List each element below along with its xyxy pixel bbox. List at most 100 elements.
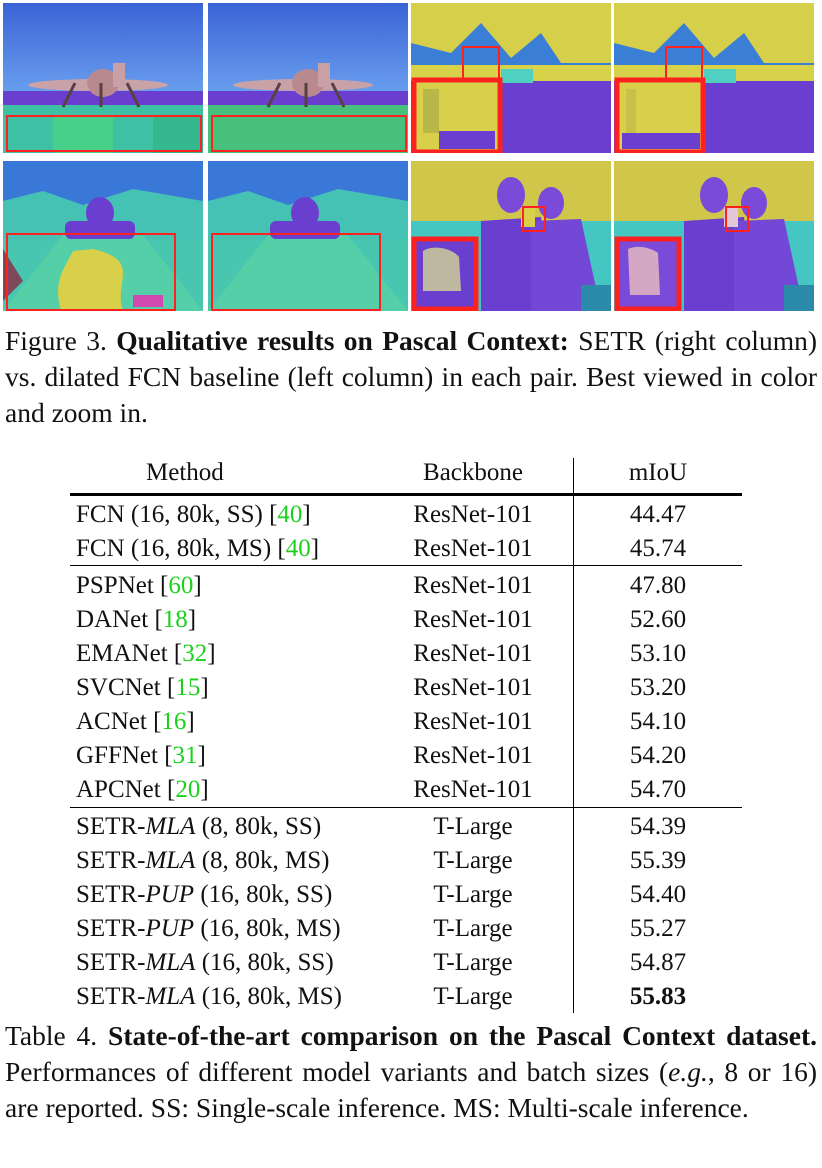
table-row: SETR-MLA (8, 80k, MS) T-Large 55.39	[70, 844, 742, 878]
method-cell: SETR-MLA (16, 80k, MS)	[76, 980, 342, 1014]
method-suffix: (16, 80k, MS)	[194, 915, 341, 942]
qualitative-results-figure	[3, 3, 817, 313]
table-row: SETR-MLA (8, 80k, SS) T-Large 54.39	[70, 810, 742, 844]
table-row: APCNet [20] ResNet-101 54.70	[70, 773, 742, 807]
table-caption-body-2: , 8 or 16) are reported. SS: Single-scal…	[5, 1056, 817, 1123]
method-cell: ACNet [16]	[76, 705, 195, 739]
miou-cell: 54.20	[629, 742, 687, 769]
boat-fcn-result	[3, 161, 203, 311]
method-name: FCN (16, 80k, MS) [	[76, 535, 286, 562]
method-cell: SETR-MLA (8, 80k, MS)	[76, 844, 330, 878]
table-row: FCN (16, 80k, MS) [40] ResNet-101 45.74	[70, 532, 742, 566]
boat-setr-result	[208, 161, 408, 311]
method-name: EMANet [	[76, 640, 183, 667]
method-suffix: ]	[207, 640, 216, 667]
method-name: PSPNet [	[76, 572, 169, 599]
citation-link[interactable]: 32	[182, 640, 208, 667]
table-caption: Table 4. State-of-the-art comparison on …	[5, 1018, 817, 1126]
method-suffix: ]	[310, 535, 320, 562]
backbone-cell: T-Large	[433, 813, 513, 840]
citation-link[interactable]: 60	[168, 572, 194, 599]
method-name: SETR-	[76, 949, 146, 976]
method-name: SVCNet [	[76, 674, 176, 701]
method-name: ACNet [	[76, 708, 162, 735]
miou-cell: 47.80	[629, 572, 687, 599]
method-cell: SETR-MLA (8, 80k, SS)	[76, 810, 321, 844]
method-name: SETR-	[76, 915, 146, 942]
table-row: SETR-PUP (16, 80k, SS) T-Large 54.40	[70, 878, 742, 912]
header-method: Method	[146, 459, 224, 486]
couple-fcn-result	[411, 161, 611, 311]
method-suffix: (8, 80k, SS)	[195, 813, 322, 840]
method-cell: SETR-PUP (16, 80k, SS)	[76, 878, 332, 912]
method-cell: FCN (16, 80k, MS) [40]	[76, 532, 319, 566]
method-cell: SVCNet [15]	[76, 671, 209, 705]
method-name: GFFNet [	[76, 742, 173, 769]
miou-cell: 52.60	[629, 606, 687, 633]
method-suffix: ]	[200, 776, 209, 803]
method-suffix: ]	[197, 742, 206, 769]
method-variant: MLA	[145, 983, 196, 1010]
figure-caption: Figure 3. Qualitative results on Pascal …	[5, 323, 817, 431]
airplane-setr-result	[208, 3, 408, 153]
method-cell: APCNet [20]	[76, 773, 209, 807]
miou-cell: 55.39	[629, 847, 687, 874]
table-row: PSPNet [60] ResNet-101 47.80	[70, 569, 742, 603]
method-name: SETR-	[76, 983, 146, 1010]
header-backbone: Backbone	[423, 459, 523, 486]
method-name: APCNet [	[76, 776, 176, 803]
figure-caption-body: SETR (right column) vs. dilated FCN base…	[5, 325, 817, 428]
method-suffix: (8, 80k, MS)	[195, 847, 330, 874]
method-variant: MLA	[145, 949, 196, 976]
method-name: SETR-	[76, 881, 146, 908]
method-name: FCN (16, 80k, SS) [	[76, 501, 278, 528]
backbone-cell: ResNet-101	[413, 640, 533, 667]
couple-setr-result	[614, 161, 814, 311]
backbone-cell: ResNet-101	[413, 501, 533, 528]
column-divider	[573, 458, 574, 1013]
method-suffix: ]	[193, 572, 202, 599]
backbone-cell: T-Large	[433, 915, 513, 942]
citation-link[interactable]: 16	[161, 708, 187, 735]
miou-cell: 54.39	[629, 813, 687, 840]
miou-cell: 55.83	[629, 983, 687, 1010]
group-rule	[70, 807, 742, 808]
backbone-cell: ResNet-101	[413, 776, 533, 803]
method-suffix: ]	[302, 501, 311, 528]
citation-link[interactable]: 18	[162, 606, 188, 633]
table-caption-prefix: Table 4.	[5, 1020, 109, 1051]
citation-link[interactable]: 40	[285, 535, 311, 562]
method-suffix: (16, 80k, SS)	[195, 949, 334, 976]
backbone-cell: ResNet-101	[413, 674, 533, 701]
method-name: DANet [	[76, 606, 163, 633]
method-variant: MLA	[145, 847, 196, 874]
header-rule	[70, 493, 742, 496]
miou-cell: 54.40	[629, 881, 687, 908]
table-row: ACNet [16] ResNet-101 54.10	[70, 705, 742, 739]
table-row: SVCNet [15] ResNet-101 53.20	[70, 671, 742, 705]
citation-link[interactable]: 20	[175, 776, 201, 803]
miou-cell: 55.27	[629, 915, 687, 942]
citation-link[interactable]: 15	[175, 674, 201, 701]
method-cell: DANet [18]	[76, 603, 196, 637]
method-name: SETR-	[76, 813, 146, 840]
method-cell: SETR-PUP (16, 80k, MS)	[76, 912, 341, 946]
citation-link[interactable]: 31	[172, 742, 198, 769]
backbone-cell: T-Large	[433, 881, 513, 908]
table-row: GFFNet [31] ResNet-101 54.20	[70, 739, 742, 773]
table-row: FCN (16, 80k, SS) [40] ResNet-101 44.47	[70, 498, 742, 532]
miou-cell: 54.87	[629, 949, 687, 976]
method-variant: PUP	[145, 915, 195, 942]
backbone-cell: ResNet-101	[413, 572, 533, 599]
table-caption-eg: e.g.	[668, 1056, 708, 1087]
table-row: EMANet [32] ResNet-101 53.10	[70, 637, 742, 671]
table-row: SETR-MLA (16, 80k, SS) T-Large 54.87	[70, 946, 742, 980]
method-cell: GFFNet [31]	[76, 739, 206, 773]
method-cell: SETR-MLA (16, 80k, SS)	[76, 946, 334, 980]
method-cell: FCN (16, 80k, SS) [40]	[76, 498, 311, 532]
table-caption-body: Performances of different model variants…	[5, 1056, 669, 1087]
backbone-cell: T-Large	[433, 983, 513, 1010]
method-cell: PSPNet [60]	[76, 569, 202, 603]
citation-link[interactable]: 40	[277, 501, 303, 528]
group-rule	[70, 565, 742, 566]
